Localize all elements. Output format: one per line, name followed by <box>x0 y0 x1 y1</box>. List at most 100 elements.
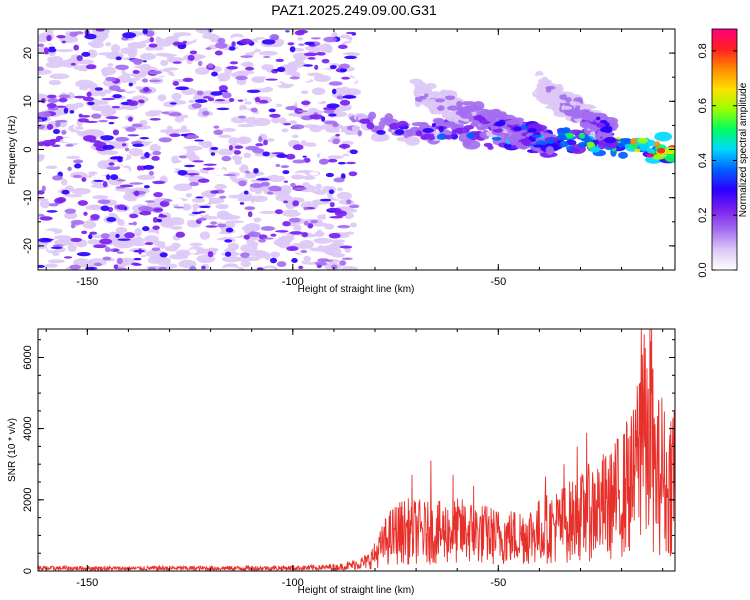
noise-blob <box>191 197 205 203</box>
noise-blob <box>240 38 253 45</box>
noise-blob <box>266 138 275 142</box>
ridge-core-blob <box>595 116 601 121</box>
noise-blob <box>315 138 325 147</box>
noise-blob <box>50 246 63 250</box>
noise-blob <box>314 261 328 266</box>
noise-blob <box>108 162 115 166</box>
ridge-core-blob <box>538 82 544 89</box>
noise-blob <box>307 57 316 60</box>
noise-blob <box>82 220 97 229</box>
noise-blob <box>282 132 290 138</box>
noise-blob <box>285 97 296 106</box>
ridge-core-blob <box>629 143 639 149</box>
noise-blob <box>287 42 295 46</box>
noise-blob <box>94 262 102 267</box>
noise-blob <box>104 246 111 253</box>
ridge-core-blob <box>428 135 436 141</box>
noise-blob <box>47 47 57 53</box>
noise-blob <box>93 244 107 249</box>
noise-blob <box>336 95 345 100</box>
noise-blob <box>282 221 291 227</box>
noise-blob <box>331 264 338 270</box>
noise-blob <box>180 133 188 137</box>
ridge-core-blob <box>566 145 574 152</box>
y-tick-label: 4000 <box>22 416 34 440</box>
noise-blob <box>67 243 77 252</box>
noise-blob <box>48 203 59 207</box>
noise-blob <box>170 208 179 214</box>
noise-blob <box>108 248 114 252</box>
noise-blob <box>189 265 197 270</box>
noise-blob <box>87 49 98 58</box>
noise-blob <box>88 234 93 240</box>
noise-blob <box>196 90 204 96</box>
noise-blob <box>322 259 334 262</box>
noise-blob <box>138 205 152 212</box>
spectrogram-panel: -150 -100 -50 20 10 0 -10 -20 Height of straig… <box>7 28 676 295</box>
noise-blob <box>302 155 307 158</box>
noise-blob <box>325 172 334 178</box>
noise-blob <box>290 174 305 180</box>
noise-blob <box>339 68 347 73</box>
noise-blob <box>214 50 223 56</box>
noise-blob <box>83 211 88 216</box>
noise-blob <box>177 169 188 176</box>
noise-blob <box>224 239 233 243</box>
noise-blob <box>192 160 205 163</box>
ridge-blob <box>424 82 437 90</box>
noise-blob <box>208 226 222 235</box>
noise-blob <box>47 98 59 104</box>
noise-blob <box>290 182 296 188</box>
noise-blob <box>84 33 97 40</box>
noise-blob <box>213 129 224 136</box>
noise-blob <box>38 214 45 217</box>
noise-blob <box>325 212 335 221</box>
noise-blob <box>327 155 344 160</box>
noise-blob <box>327 158 338 163</box>
noise-blob <box>237 99 244 102</box>
noise-blob <box>50 215 59 223</box>
noise-blob <box>328 81 343 86</box>
spectrogram-x-label: Height of straight line (km) <box>298 284 415 295</box>
noise-blob <box>217 72 231 82</box>
noise-blob <box>112 129 119 136</box>
noise-blob <box>338 143 351 149</box>
noise-blob <box>297 36 304 41</box>
noise-blob <box>253 217 262 223</box>
noise-blob <box>137 99 145 103</box>
noise-blob <box>46 210 58 213</box>
noise-blob <box>189 181 200 187</box>
noise-blob <box>133 190 140 197</box>
noise-blob <box>239 164 249 174</box>
noise-blob <box>111 105 121 109</box>
noise-blob <box>88 204 100 209</box>
noise-blob <box>139 210 152 216</box>
noise-blob <box>170 225 183 230</box>
y-tick-label: 0 <box>22 146 34 152</box>
noise-blob <box>283 260 294 266</box>
noise-blob <box>246 89 261 93</box>
y-tick-label: -20 <box>22 238 34 254</box>
noise-blob <box>38 111 52 118</box>
noise-blob <box>339 260 347 266</box>
ridge-core-blob <box>578 132 586 139</box>
noise-blob <box>143 164 155 170</box>
noise-blob <box>277 146 293 154</box>
noise-blob <box>245 170 250 174</box>
noise-blob <box>159 252 168 258</box>
noise-blob <box>55 135 64 140</box>
y-tick-label: -10 <box>22 190 34 206</box>
noise-blob <box>219 213 233 220</box>
noise-blob <box>269 257 278 264</box>
colorbar-label: Normalized spectral amplitude <box>738 82 749 217</box>
noise-blob <box>337 225 351 229</box>
noise-blob <box>269 113 281 118</box>
noise-blob <box>157 243 166 249</box>
noise-blob <box>105 42 112 47</box>
noise-blob <box>292 144 304 151</box>
noise-blob <box>340 173 346 180</box>
noise-blob <box>221 155 232 162</box>
noise-blob <box>205 47 212 50</box>
noise-blob <box>70 223 76 229</box>
noise-blob <box>143 87 150 92</box>
